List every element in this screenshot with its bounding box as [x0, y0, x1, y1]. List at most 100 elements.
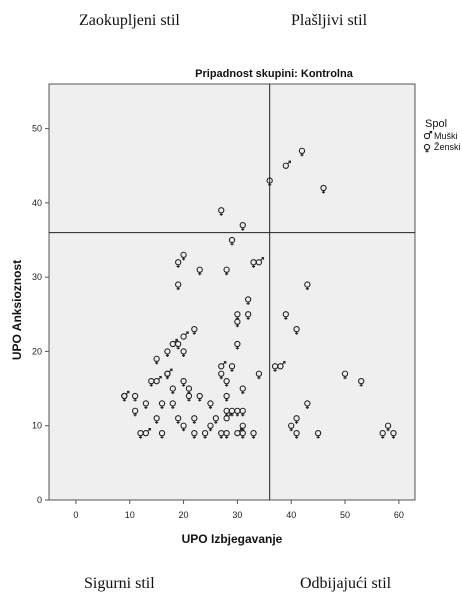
point-female [169, 385, 176, 395]
legend-title: Spol [425, 118, 447, 130]
point-female [175, 259, 182, 268]
point-female [244, 311, 252, 320]
point-male [282, 160, 291, 169]
quadrant-label-top-left: Zaokupljeni stil [79, 12, 180, 29]
point-female [298, 147, 306, 157]
x-tick-label: 40 [286, 510, 296, 520]
point-female [379, 429, 386, 439]
point-male [218, 361, 227, 370]
x-tick-label: 50 [340, 510, 350, 520]
point-female [390, 429, 397, 439]
point-female [320, 184, 327, 194]
point-female [175, 340, 182, 350]
point-female [223, 377, 230, 387]
point-female [239, 422, 246, 432]
quadrant-label-top-right: Plašljivi stil [291, 12, 368, 29]
point-female [234, 318, 241, 328]
point-female [142, 400, 150, 409]
point-male [180, 331, 189, 340]
point-female [228, 363, 236, 372]
point-female [175, 415, 182, 424]
point-female [223, 392, 230, 402]
point-female [250, 429, 257, 439]
quadrant-label-bottom-left: Sigurni stil [84, 575, 155, 592]
point-female [239, 429, 246, 439]
point-female [191, 325, 198, 335]
point-female [223, 266, 230, 276]
point-female [148, 377, 155, 387]
point-female [255, 370, 263, 380]
point-female [180, 377, 187, 387]
point-female [239, 221, 246, 231]
point-female [239, 385, 246, 395]
point-female [293, 415, 300, 424]
point-female [153, 415, 160, 424]
y-tick-label: 50 [32, 124, 42, 134]
quadrant-label-bottom-right: Odbijajući stil [300, 575, 392, 592]
y-tick-label: 40 [32, 198, 42, 208]
x-tick-label: 60 [394, 510, 404, 520]
point-female [282, 311, 289, 320]
legend-label: Muški [434, 131, 458, 141]
legend-marker-female [423, 143, 431, 153]
legend-label: Ženski [434, 142, 461, 152]
point-female [218, 207, 225, 216]
point-female [212, 415, 220, 424]
x-tick-label: 20 [179, 510, 189, 520]
point-female [158, 429, 166, 439]
point-female [271, 363, 279, 372]
point-female [239, 407, 246, 417]
point-female [384, 422, 392, 432]
point-female [191, 415, 198, 424]
point-female [131, 407, 139, 417]
point-female [164, 348, 171, 357]
point-female [191, 429, 198, 439]
y-tick-label: 20 [32, 346, 42, 356]
point-female [153, 355, 160, 365]
y-tick-label: 30 [32, 272, 42, 282]
point-female [304, 281, 311, 291]
point-female [304, 400, 311, 409]
point-female [250, 259, 257, 268]
plot-area [48, 83, 416, 501]
point-female [234, 340, 241, 350]
point-female [293, 325, 300, 335]
point-female [137, 429, 144, 439]
x-tick-label: 10 [125, 510, 135, 520]
point-female [358, 377, 365, 387]
chart-title: Pripadnost skupini: Kontrolna [195, 68, 354, 80]
point-female [218, 370, 225, 380]
point-female [131, 392, 139, 402]
point-female [196, 266, 203, 276]
point-female [121, 392, 128, 402]
point-female [164, 370, 171, 380]
y-tick-label: 10 [32, 421, 42, 431]
point-female [314, 429, 322, 439]
legend-marker-male [423, 130, 433, 140]
point-female [266, 177, 273, 187]
point-female [207, 422, 214, 432]
point-female [185, 385, 193, 395]
point-female [244, 296, 252, 305]
point-female [180, 422, 187, 432]
point-female [228, 236, 236, 246]
point-female [180, 348, 187, 357]
x-axis-label: UPO Izbjegavanje [182, 532, 283, 546]
point-female [196, 392, 203, 402]
point-female [293, 429, 300, 439]
point-female [341, 370, 349, 380]
point-female [169, 400, 176, 409]
point-female [158, 400, 166, 409]
point-female [223, 429, 230, 439]
point-female [201, 429, 209, 439]
point-female [207, 400, 214, 409]
y-axis-label: UPO Anksioznost [10, 260, 24, 360]
y-tick-label: 0 [37, 495, 42, 505]
point-female [180, 251, 187, 261]
x-tick-label: 0 [73, 510, 78, 520]
point-female [288, 422, 295, 432]
x-tick-label: 30 [232, 510, 242, 520]
point-female [175, 281, 182, 291]
